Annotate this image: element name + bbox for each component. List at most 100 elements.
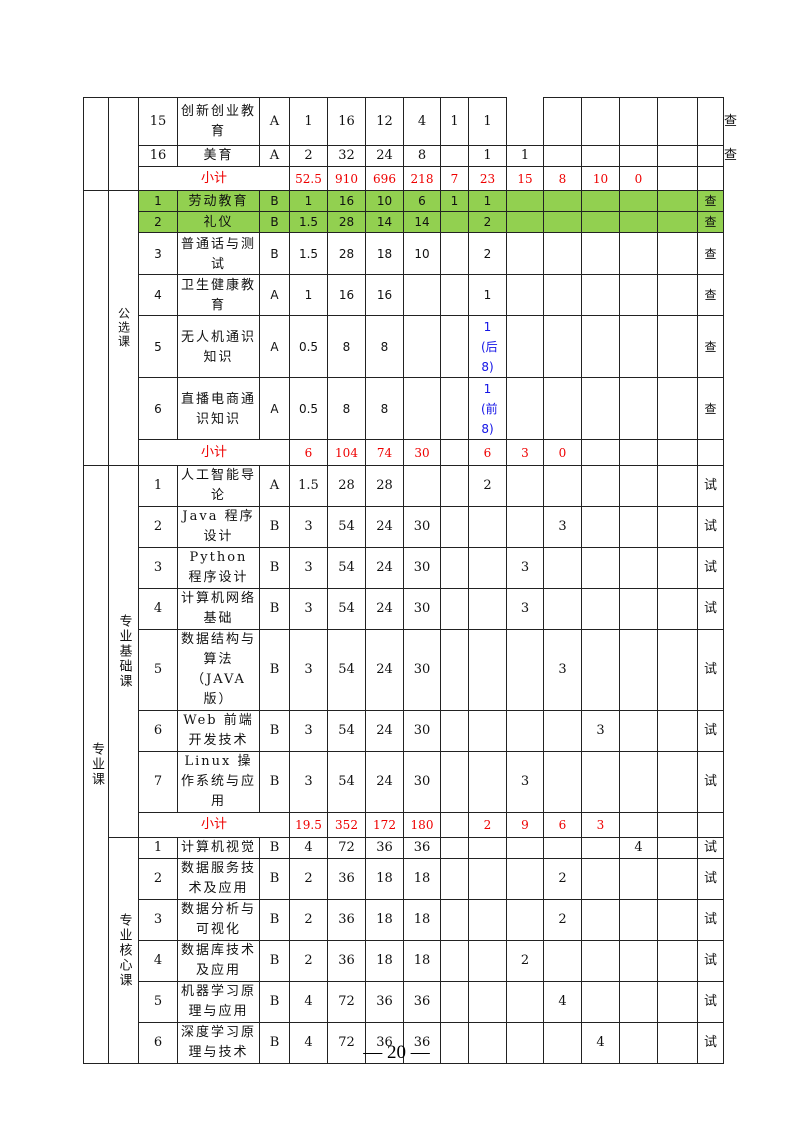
value-cell: 4 [289, 1022, 328, 1064]
value-cell [581, 377, 620, 440]
table-row: 2 Java 程序设计 B 3 54 24 30 3 试 [84, 506, 724, 548]
value-cell [581, 751, 620, 813]
value-cell [657, 439, 698, 466]
value-cell: 1 [440, 190, 469, 212]
value-cell: 172 [365, 812, 404, 838]
value-cell: 30 [403, 588, 441, 630]
value-cell: 4 [619, 837, 658, 859]
value-cell [657, 274, 698, 316]
table-row: 公选课 1 劳动教育 B 1 16 10 6 1 1 查 [83, 190, 724, 466]
value-cell [543, 97, 582, 146]
value-cell [619, 629, 658, 711]
table-row: 7 Linux 操作系统与应用 B 3 54 24 30 3 试 [84, 751, 724, 813]
value-cell [543, 588, 582, 630]
assessment-cell: 查 [697, 211, 724, 233]
value-cell [468, 710, 507, 752]
value-cell: 36 [365, 1022, 404, 1064]
table-row: 专业核心课 1 计算机视觉 B 4 72 36 36 4 试 [84, 837, 724, 1064]
course-type: B [259, 981, 290, 1023]
value-cell [543, 232, 582, 275]
value-cell [506, 274, 544, 316]
value-cell [440, 858, 469, 900]
value-cell [440, 812, 469, 838]
subcategory-cell: 专业核心课 [108, 837, 139, 1064]
value-cell: 18 [365, 232, 404, 275]
value-cell: 3 [506, 751, 544, 813]
value-cell [657, 837, 698, 859]
value-cell: 4 [403, 97, 441, 146]
value-cell: 2 [289, 858, 328, 900]
assessment-cell: 试 [697, 858, 724, 900]
value-cell: 24 [365, 145, 404, 167]
course-name: 机器学习原理与应用 [177, 981, 260, 1023]
value-cell: 4 [581, 1022, 620, 1064]
value-cell: 10 [403, 232, 441, 275]
value-cell: 1 [440, 97, 469, 146]
course-name: 创新创业教育 [177, 97, 260, 146]
value-cell: 3 [289, 710, 328, 752]
subtotal-label: 小计 [138, 439, 290, 466]
subcategory-cell [108, 97, 139, 191]
assessment-cell: 试 [697, 710, 724, 752]
course-type: A [259, 377, 290, 440]
value-cell [581, 837, 620, 859]
value-cell [657, 232, 698, 275]
value-cell: 14 [365, 211, 404, 233]
value-cell: 16 [365, 274, 404, 316]
course-name: 无人机通识知识 [177, 315, 260, 378]
value-cell: 3 [289, 547, 328, 589]
assessment-cell: 试 [697, 981, 724, 1023]
value-cell: 4 [289, 981, 328, 1023]
table-row: 2 数据服务技术及应用 B 2 36 18 18 2 试 [84, 858, 724, 900]
value-cell [581, 465, 620, 507]
value-cell: 2 [543, 899, 582, 941]
value-cell [619, 547, 658, 589]
value-cell [581, 981, 620, 1023]
value-cell [619, 506, 658, 548]
course-number: 3 [138, 232, 178, 275]
value-cell [581, 506, 620, 548]
value-cell: 8 [403, 145, 441, 167]
value-cell: 2 [468, 812, 507, 838]
value-cell [657, 940, 698, 982]
value-cell: 1 [289, 97, 328, 146]
value-cell: 54 [327, 751, 366, 813]
course-name: 普通话与测试 [177, 232, 260, 275]
value-cell: 0 [543, 439, 582, 466]
value-cell [468, 547, 507, 589]
assessment-cell: 试 [697, 940, 724, 982]
value-cell [506, 190, 544, 212]
value-cell: 1(后8) [468, 315, 507, 378]
table-row: 4 卫生健康教育 A 1 16 16 1 查 [84, 274, 724, 316]
value-cell: 54 [327, 710, 366, 752]
assessment-cell: 试 [697, 547, 724, 589]
course-type: A [259, 97, 290, 146]
value-cell [468, 858, 507, 900]
value-cell: 28 [365, 465, 404, 507]
subtotal-label: 小计 [138, 812, 290, 838]
value-cell: 7 [440, 166, 469, 191]
value-cell [440, 232, 469, 275]
value-cell [506, 97, 544, 146]
course-type: B [259, 858, 290, 900]
value-cell [440, 981, 469, 1023]
value-cell: 3 [289, 629, 328, 711]
value-cell [619, 465, 658, 507]
value-cell [581, 211, 620, 233]
value-cell [468, 981, 507, 1023]
value-cell [440, 315, 469, 378]
course-number: 2 [138, 506, 178, 548]
value-cell: 24 [365, 547, 404, 589]
value-cell: 30 [403, 629, 441, 711]
value-cell [619, 439, 658, 466]
value-cell [543, 211, 582, 233]
value-cell: 18 [365, 858, 404, 900]
course-name: 计算机网络基础 [177, 588, 260, 630]
value-cell: 36 [403, 1022, 441, 1064]
value-cell [543, 190, 582, 212]
value-cell [657, 377, 698, 440]
value-cell [657, 506, 698, 548]
value-cell: 12 [365, 97, 404, 146]
value-cell [657, 710, 698, 752]
course-number: 1 [138, 190, 178, 212]
